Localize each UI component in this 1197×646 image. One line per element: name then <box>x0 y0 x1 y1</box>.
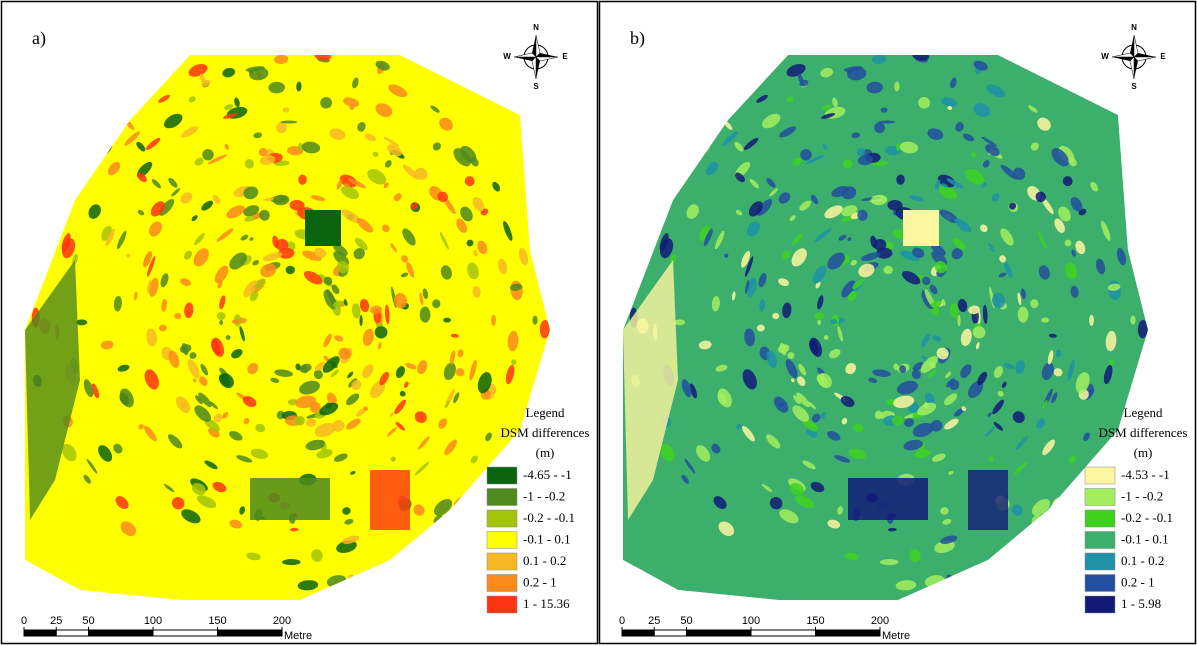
compass-w: W <box>503 52 511 61</box>
legend-label: -0.2 - -0.1 <box>1121 510 1173 525</box>
scale-label: 25 <box>648 615 660 627</box>
scale-unit: Metre <box>882 630 910 642</box>
scale-label: 0 <box>619 615 625 627</box>
scale-segment <box>654 630 686 636</box>
map-patch <box>443 318 451 323</box>
legend-swatch <box>1085 532 1115 549</box>
scale-segment <box>687 630 752 636</box>
compass-s: S <box>1131 82 1137 91</box>
legend-swatch <box>487 532 517 549</box>
map-patch <box>491 315 496 326</box>
legend-label: 0.1 - 0.2 <box>523 553 566 568</box>
scale-segment <box>751 630 816 636</box>
compass-n: N <box>533 23 539 32</box>
legend-label: -0.1 - 0.1 <box>1121 531 1169 546</box>
scale-label: 50 <box>82 615 94 627</box>
legend-swatch <box>1085 510 1115 527</box>
scale-label: 150 <box>208 615 226 627</box>
map-patch <box>884 266 893 274</box>
compass-e: E <box>1160 52 1166 61</box>
scale-label: 25 <box>50 615 62 627</box>
scale-segment <box>218 630 283 636</box>
map-patch <box>1089 315 1094 326</box>
legend-swatch <box>487 575 517 592</box>
map-feature <box>903 210 939 246</box>
legend-swatch <box>1085 575 1115 592</box>
map-patch <box>1130 315 1135 324</box>
legend-swatch <box>1085 467 1115 484</box>
map-patch <box>532 315 537 324</box>
legend-label: -1 - -0.2 <box>1121 488 1163 503</box>
scale-segment <box>24 630 56 636</box>
scale-unit: Metre <box>284 630 312 642</box>
compass-w: W <box>1101 52 1109 61</box>
scale-label: 0 <box>21 615 27 627</box>
compass-n: N <box>1131 23 1137 32</box>
scale-label: 150 <box>806 615 824 627</box>
compass-s: S <box>533 82 539 91</box>
map-feature <box>370 470 410 530</box>
map-feature <box>848 478 928 520</box>
scale-segment <box>153 630 218 636</box>
legend-swatch <box>1085 553 1115 570</box>
legend-swatch <box>1085 489 1115 506</box>
scale-label: 100 <box>144 615 162 627</box>
legend-label: -0.2 - -0.1 <box>523 510 575 525</box>
map-patch <box>286 266 295 274</box>
legend-swatch <box>1085 596 1115 613</box>
legend-title: Legend <box>526 405 565 420</box>
scale-segment <box>89 630 154 636</box>
legend-unit: (m) <box>536 445 555 460</box>
legend-swatch <box>487 489 517 506</box>
legend-label: 0.1 - 0.2 <box>1121 553 1164 568</box>
panel: b) N S W E Legend DSM differences (m) -4.53 - -1… <box>600 2 1196 644</box>
legend-label: -0.1 - 0.1 <box>523 531 571 546</box>
scale-label: 50 <box>680 615 692 627</box>
scale-segment <box>816 630 881 636</box>
legend-label: 0.2 - 1 <box>1121 574 1155 589</box>
legend-subtitle: DSM differences <box>1099 425 1188 440</box>
legend-unit: (m) <box>1134 445 1153 460</box>
scale-label: 100 <box>742 615 760 627</box>
panel-label: a) <box>32 28 46 49</box>
legend-swatch <box>487 596 517 613</box>
legend-subtitle: DSM differences <box>501 425 590 440</box>
panel: a) N S W E Legend DSM differences (m) -4.65 - -1… <box>2 2 598 644</box>
map-feature <box>250 478 330 520</box>
legend-label: 1 - 5.98 <box>1121 596 1161 611</box>
map-feature <box>968 470 1008 530</box>
scale-label: 200 <box>273 615 291 627</box>
legend-label: 1 - 15.36 <box>523 596 570 611</box>
legend-swatch <box>487 553 517 570</box>
legend-label: -4.65 - -1 <box>523 467 572 482</box>
panel-label: b) <box>630 28 645 49</box>
legend-label: 0.2 - 1 <box>523 574 557 589</box>
figure: a) N S W E Legend DSM differences (m) -4.65 - -1… <box>0 0 1197 646</box>
scale-segment <box>622 630 654 636</box>
map-patch <box>1041 318 1049 323</box>
scale-segment <box>56 630 88 636</box>
legend-title: Legend <box>1124 405 1163 420</box>
compass-e: E <box>562 52 568 61</box>
legend-swatch <box>487 510 517 527</box>
legend-label: -1 - -0.2 <box>523 488 565 503</box>
scale-label: 200 <box>871 615 889 627</box>
legend-swatch <box>487 467 517 484</box>
legend-label: -4.53 - -1 <box>1121 467 1170 482</box>
map-feature <box>305 210 341 246</box>
